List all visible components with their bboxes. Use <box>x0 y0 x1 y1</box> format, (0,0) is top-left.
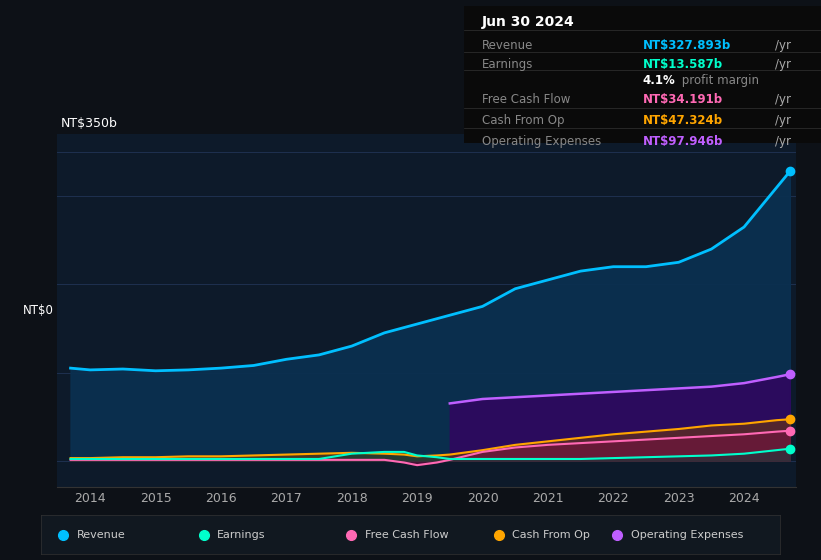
Text: NT$327.893b: NT$327.893b <box>643 39 731 52</box>
Text: NT$0: NT$0 <box>23 304 54 318</box>
Text: Jun 30 2024: Jun 30 2024 <box>482 15 575 29</box>
Text: /yr: /yr <box>774 134 791 148</box>
Text: Cash From Op: Cash From Op <box>512 530 590 540</box>
Text: profit margin: profit margin <box>678 74 759 87</box>
Text: Cash From Op: Cash From Op <box>482 114 564 127</box>
Text: /yr: /yr <box>774 39 791 52</box>
Text: /yr: /yr <box>774 58 791 71</box>
Text: Free Cash Flow: Free Cash Flow <box>365 530 448 540</box>
Text: Revenue: Revenue <box>76 530 126 540</box>
Text: NT$97.946b: NT$97.946b <box>643 134 722 148</box>
Text: NT$350b: NT$350b <box>62 116 118 130</box>
Text: Earnings: Earnings <box>217 530 265 540</box>
Text: Operating Expenses: Operating Expenses <box>631 530 743 540</box>
Text: /yr: /yr <box>774 114 791 127</box>
Text: Operating Expenses: Operating Expenses <box>482 134 601 148</box>
Text: /yr: /yr <box>774 94 791 106</box>
Text: Revenue: Revenue <box>482 39 533 52</box>
Text: NT$47.324b: NT$47.324b <box>643 114 722 127</box>
Text: Earnings: Earnings <box>482 58 533 71</box>
Text: NT$34.191b: NT$34.191b <box>643 94 722 106</box>
Text: Free Cash Flow: Free Cash Flow <box>482 94 570 106</box>
Text: 4.1%: 4.1% <box>643 74 675 87</box>
Text: NT$13.587b: NT$13.587b <box>643 58 722 71</box>
